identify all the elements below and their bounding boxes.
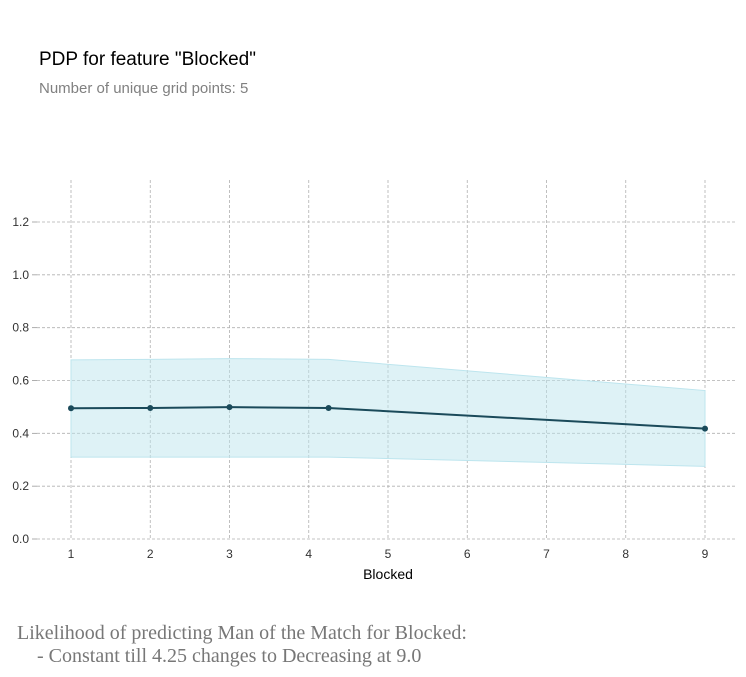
pdp-point	[325, 404, 332, 411]
x-tick-label: 3	[226, 547, 233, 561]
y-tick-label: 1.0	[12, 268, 29, 282]
y-tick-label: 0.8	[12, 321, 29, 335]
chart-title: PDP for feature "Blocked"	[39, 49, 256, 70]
caption-line-2: - Constant till 4.25 changes to Decreasi…	[17, 645, 422, 667]
y-tick-label: 0.0	[12, 532, 29, 546]
caption-line-1: Likelihood of predicting Man of the Matc…	[17, 622, 467, 644]
pdp-point	[226, 404, 233, 411]
x-tick-label: 1	[68, 547, 75, 561]
x-tick-label: 6	[464, 547, 471, 561]
chart-subtitle: Number of unique grid points: 5	[39, 80, 249, 97]
x-tick-label: 8	[622, 547, 629, 561]
y-tick-label: 0.6	[12, 374, 29, 388]
x-axis-label: Blocked	[363, 566, 413, 582]
y-tick-label: 1.2	[12, 215, 29, 229]
x-tick-label: 4	[305, 547, 312, 561]
pdp-point	[68, 405, 74, 412]
x-tick-label: 7	[543, 547, 550, 561]
confidence-band	[70, 358, 706, 467]
x-tick-label: 2	[147, 547, 154, 561]
pdp-point	[702, 425, 708, 432]
pdp-caption: Likelihood of predicting Man of the Matc…	[17, 622, 467, 668]
x-tick-label: 5	[385, 547, 392, 561]
y-tick-label: 0.2	[12, 479, 29, 493]
pdp-point	[147, 404, 154, 411]
y-tick-label: 0.4	[12, 426, 29, 440]
pdp-chart: 0.0 0.2 0.4 0.6 0.8 1.0 1.2 1 2 3 4 5 6 7 8 9 Blocked	[12, 180, 737, 582]
x-tick-label: 9	[702, 547, 709, 561]
